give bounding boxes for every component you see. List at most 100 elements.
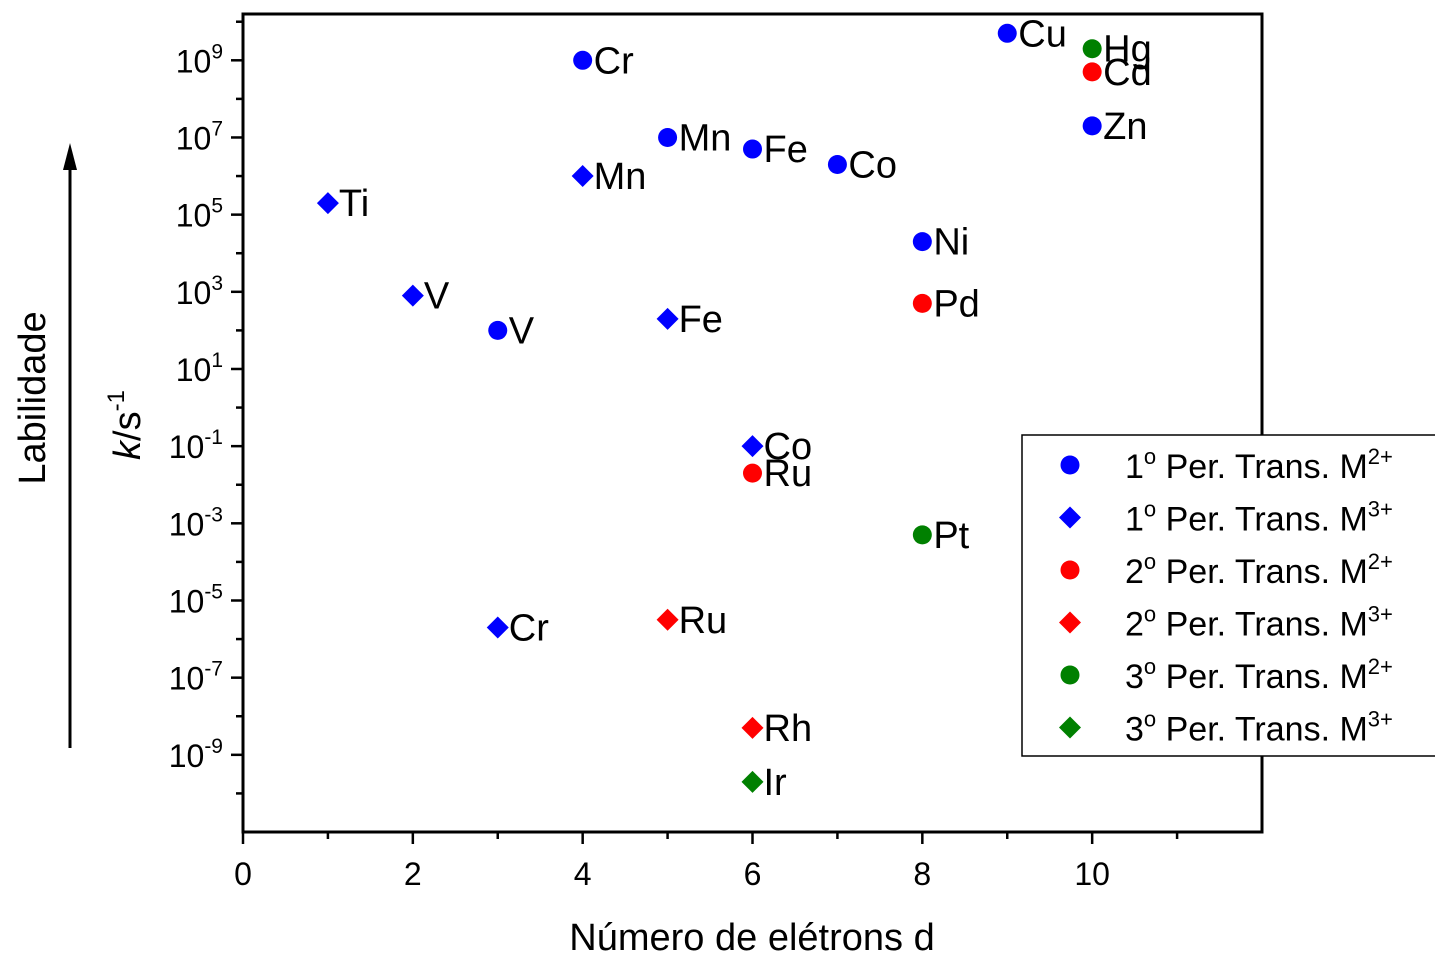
legend-charge-sup: 3+ <box>1368 602 1393 627</box>
y-axis-label: k/s-1 <box>103 390 149 460</box>
data-point-label: Rh <box>764 708 813 750</box>
data-point <box>488 320 508 340</box>
data-point <box>743 139 762 159</box>
data-points: Cr Mn Fe Co Ni Cu Zn V Ti V Mn Fe Co Cr Cd Pd Ru Ru Rh Hg Pt… <box>316 13 1152 804</box>
data-point-label: Cu <box>1018 13 1067 55</box>
data-point <box>912 293 932 313</box>
data-point-label: Co <box>848 144 897 186</box>
data-point <box>656 307 679 330</box>
data-point-label: Cd <box>1103 52 1152 94</box>
legend-period-number: 3 <box>1125 711 1144 749</box>
legend-marker <box>1060 560 1080 580</box>
x-tick-label: 2 <box>404 856 422 892</box>
legend-ordinal-sup: o <box>1144 497 1156 522</box>
y-tick-label-base: 10 <box>176 43 212 79</box>
legend-charge-sup: 2+ <box>1368 549 1393 574</box>
data-point-label: Cr <box>509 608 549 650</box>
y-tick-label: 103 <box>176 272 223 311</box>
data-point <box>741 435 764 458</box>
y-tick-label-base: 10 <box>176 352 212 388</box>
y-tick-label-exponent: -1 <box>204 426 223 449</box>
y-tick-label: 109 <box>176 40 223 79</box>
y-axis-label-unit: /s <box>107 411 149 441</box>
y-tick-label-exponent: 7 <box>211 117 223 140</box>
x-axis-label: Número de elétrons d <box>569 917 934 956</box>
x-tick-label: 8 <box>913 856 931 892</box>
y-tick-label-exponent: 9 <box>211 40 223 63</box>
data-point-label: Fe <box>764 129 808 171</box>
legend-text: Per. Trans. M <box>1156 658 1368 696</box>
data-point <box>912 232 932 252</box>
legend-marker <box>1060 455 1080 475</box>
data-point <box>486 616 509 639</box>
y-tick-label-base: 10 <box>169 429 205 465</box>
data-point <box>997 23 1017 43</box>
legend-box <box>1021 434 1435 757</box>
data-point <box>316 192 339 215</box>
y-axis-label-main: k <box>107 439 149 460</box>
data-point-label: Ir <box>764 762 788 804</box>
legend-ordinal-sup: o <box>1144 707 1156 732</box>
legend-marker <box>1059 611 1081 634</box>
axis-labels: Número de elétrons d k/s-1 Labilidade <box>12 143 935 956</box>
legend-text: Per. Trans. M <box>1156 553 1368 591</box>
y-tick-label: 10-1 <box>169 426 223 465</box>
side-arrow-head <box>63 143 77 170</box>
y-tick-label-base: 10 <box>176 120 212 156</box>
y-tick-label-base: 10 <box>176 198 212 234</box>
data-point <box>741 770 764 793</box>
data-point-label: Fe <box>679 299 723 341</box>
legend-ordinal-sup: o <box>1144 444 1156 469</box>
legend-period-number: 2 <box>1125 606 1144 644</box>
data-point <box>743 463 762 483</box>
data-point <box>401 284 424 307</box>
legend-text: Per. Trans. M <box>1156 711 1368 749</box>
data-point <box>1082 116 1102 136</box>
data-point <box>912 525 932 545</box>
data-point-label: Mn <box>679 117 732 159</box>
legend-text: Per. Trans. M <box>1156 606 1368 644</box>
y-tick-label: 101 <box>176 349 223 388</box>
x-tick-label: 6 <box>744 856 762 892</box>
y-tick-label-exponent: 1 <box>211 349 223 372</box>
data-point-label: Pt <box>933 515 969 557</box>
y-tick-label: 10-5 <box>169 580 223 619</box>
legend-entry-label: 3o Per. Trans. M2+ <box>1125 654 1393 696</box>
legend-entry-label: 2o Per. Trans. M2+ <box>1125 549 1393 591</box>
data-point <box>658 127 678 147</box>
y-tick-label-exponent: -9 <box>204 735 223 758</box>
data-point-label: Cr <box>594 40 634 82</box>
legend-ordinal-sup: o <box>1144 654 1156 679</box>
data-point <box>1082 39 1102 59</box>
y-tick-label: 105 <box>176 195 223 234</box>
legend-period-number: 2 <box>1125 553 1144 591</box>
legend-period-number: 3 <box>1125 658 1144 696</box>
legend: 1o Per. Trans. M2+1o Per. Trans. M3+2o P… <box>1021 434 1435 757</box>
legend-entry-label: 3o Per. Trans. M3+ <box>1125 707 1393 749</box>
data-point <box>573 50 593 70</box>
data-point-label: Ti <box>339 183 369 225</box>
legend-entry-label: 1o Per. Trans. M2+ <box>1125 444 1393 486</box>
legend-ordinal-sup: o <box>1144 602 1156 627</box>
y-tick-label-exponent: -7 <box>204 658 223 681</box>
legend-entry-label: 2o Per. Trans. M3+ <box>1125 602 1393 644</box>
y-tick-label-exponent: 3 <box>211 272 223 295</box>
legend-marker <box>1059 506 1081 529</box>
plot-axes: 0 2 4 6 8 1010910710510310110-110-310-510-710… <box>169 12 1264 892</box>
y-tick-label-base: 10 <box>169 661 205 697</box>
data-point <box>656 608 679 631</box>
legend-marker <box>1059 716 1081 739</box>
data-point-label: V <box>424 276 450 318</box>
data-point-label: Ru <box>679 600 728 642</box>
legend-charge-sup: 3+ <box>1368 707 1393 732</box>
legend-text: Per. Trans. M <box>1156 448 1368 486</box>
legend-period-number: 1 <box>1125 448 1144 486</box>
data-point-label: Mn <box>594 156 647 198</box>
y-tick-label-exponent: -3 <box>204 503 223 526</box>
legend-charge-sup: 3+ <box>1368 497 1393 522</box>
y-tick-label: 107 <box>176 117 223 156</box>
x-tick-label: 10 <box>1074 856 1110 892</box>
x-tick-label: 4 <box>574 856 592 892</box>
legend-ordinal-sup: o <box>1144 549 1156 574</box>
